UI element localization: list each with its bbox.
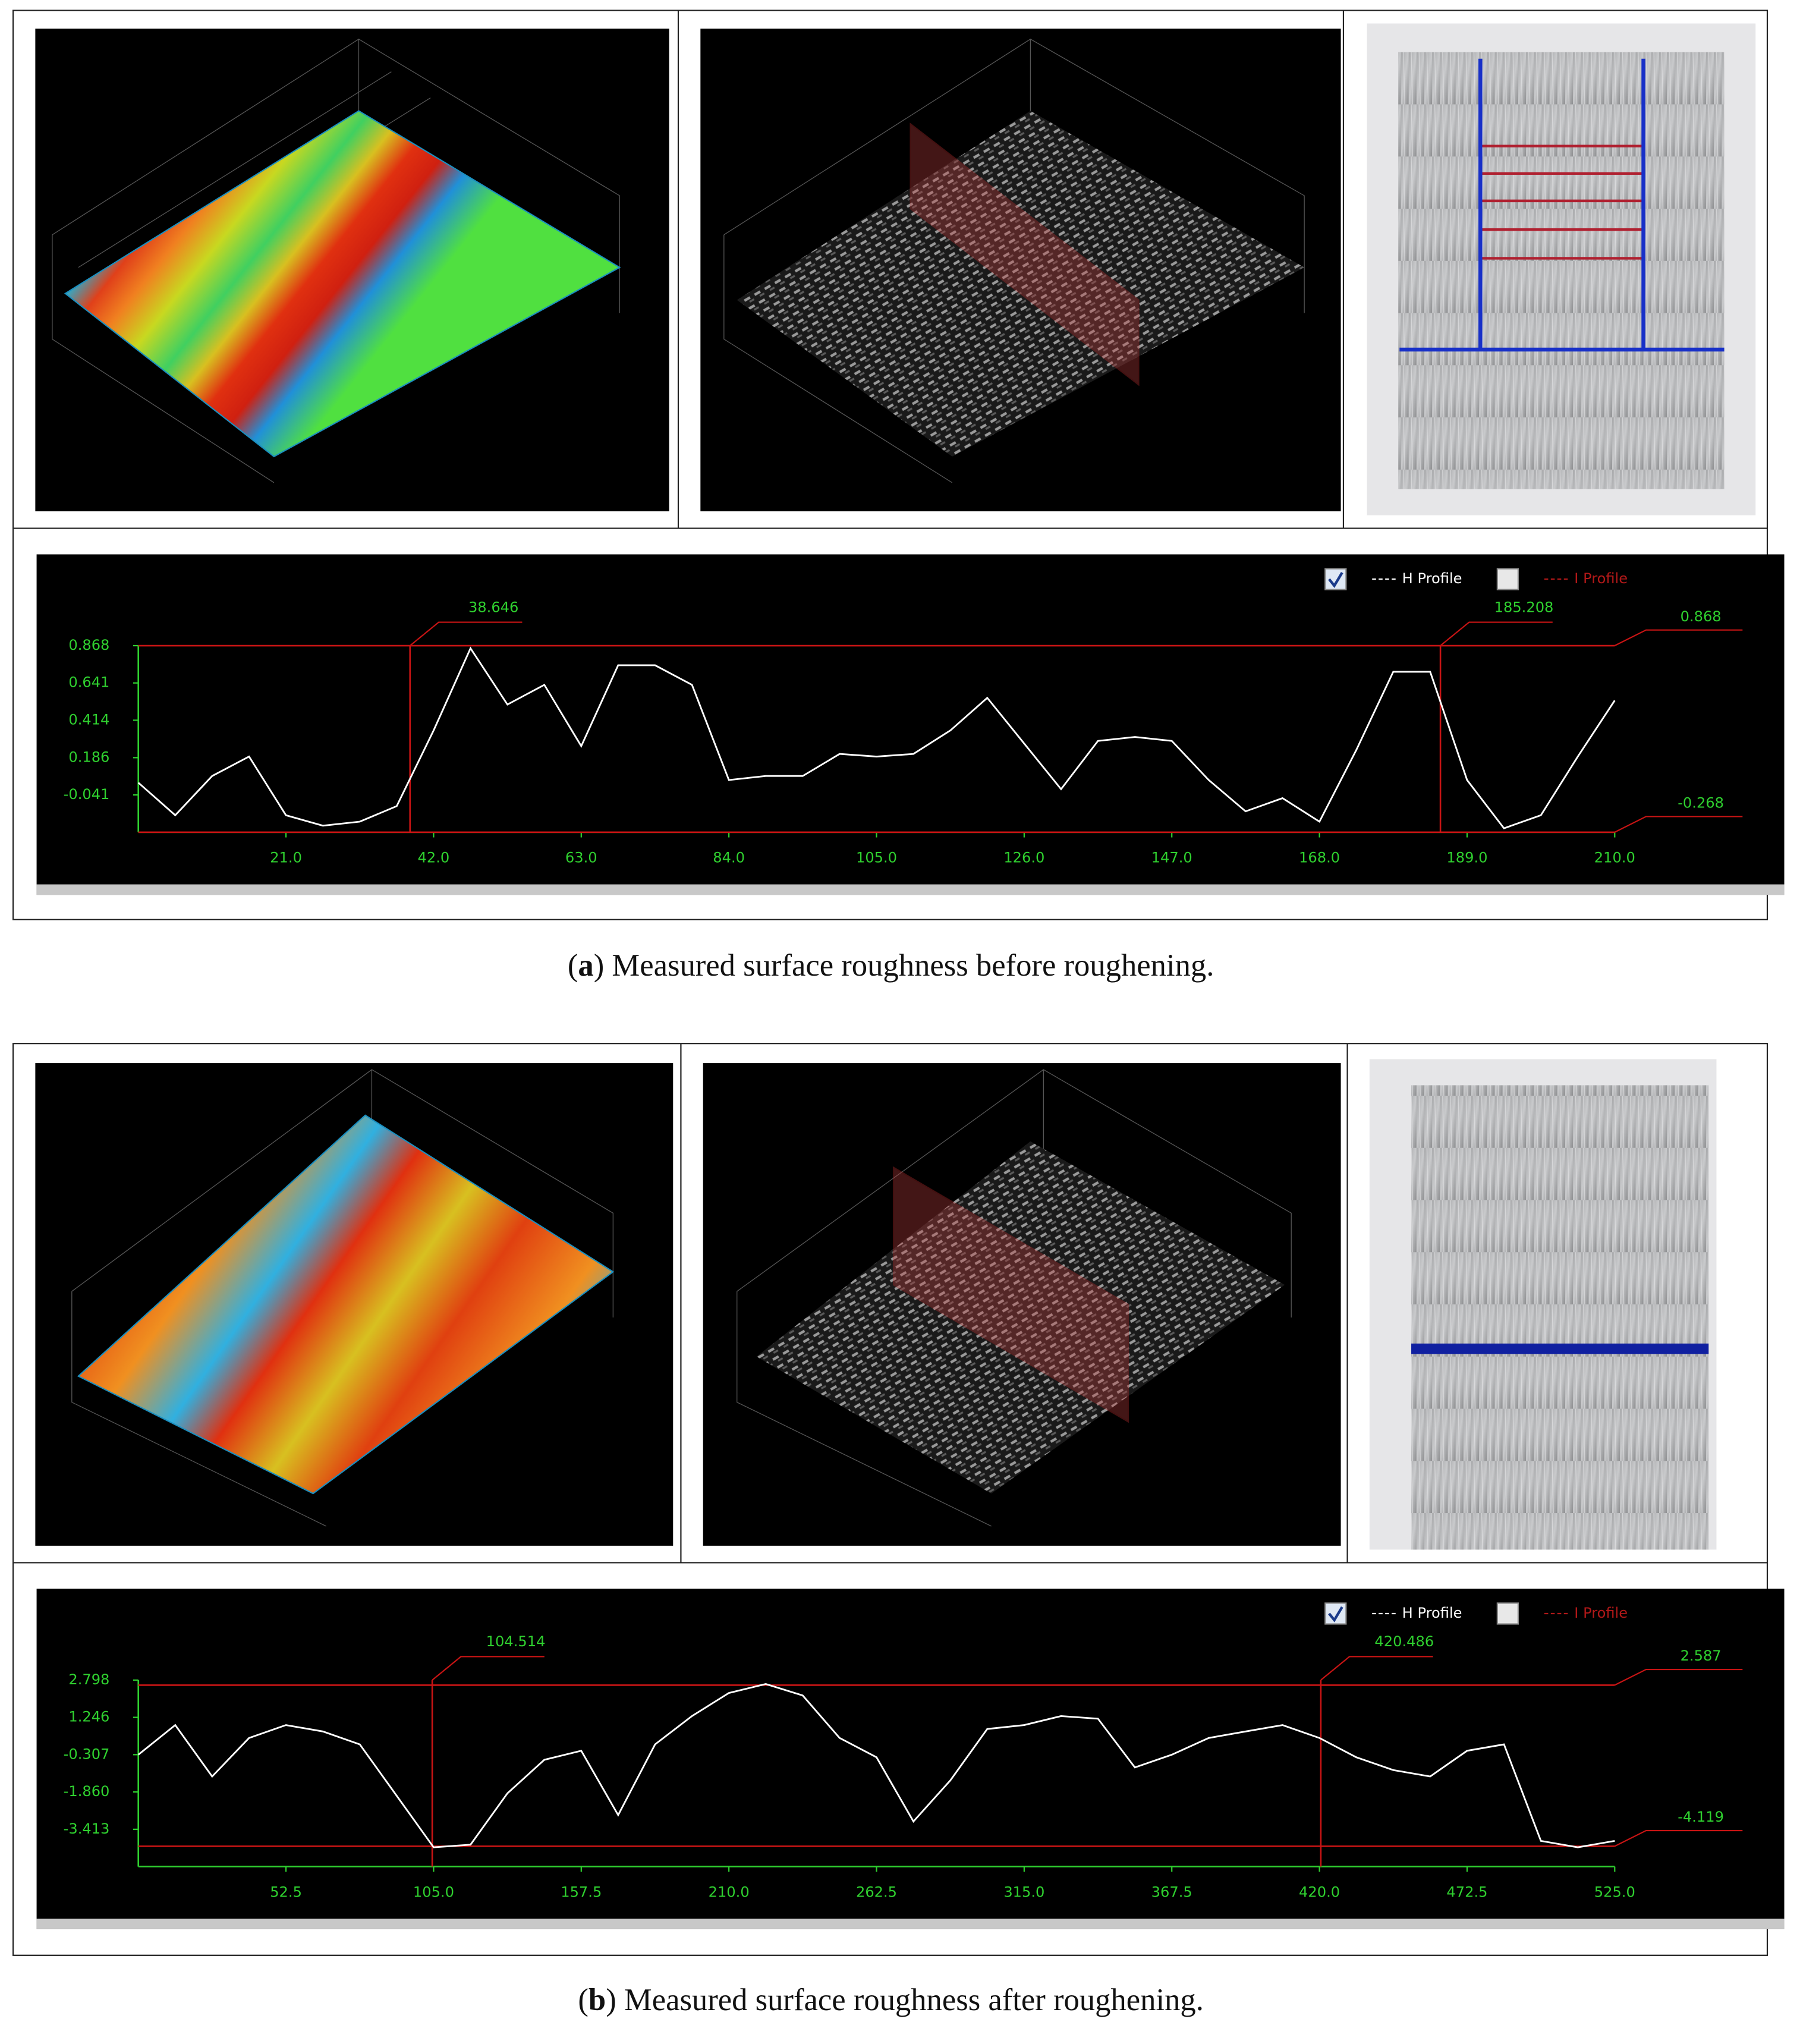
legend-checkbox[interactable] xyxy=(1496,568,1519,590)
x-tick-label: 210.0 xyxy=(1594,850,1635,866)
check-mark xyxy=(1328,1606,1343,1622)
y-tick-label: -0.307 xyxy=(64,1746,110,1762)
y-tick-label: 0.186 xyxy=(68,749,109,765)
x-tick-label: 147.0 xyxy=(1151,850,1192,866)
cursor-leader xyxy=(1614,1668,1743,1686)
profile-line xyxy=(137,1683,1615,1848)
legend-label: I Profile xyxy=(1574,570,1628,587)
caption: (a) Measured surface roughness before ro… xyxy=(568,948,1214,983)
cursor-leader xyxy=(432,1656,545,1681)
profile-line xyxy=(137,646,1616,829)
sample-photo xyxy=(1367,23,1756,515)
surface-3d-color xyxy=(35,29,669,512)
x-tick-label: 262.5 xyxy=(856,1883,897,1900)
y-tick-label: -0.041 xyxy=(64,786,110,803)
x-tick-label: 157.5 xyxy=(561,1883,602,1900)
y-tick-label: 0.414 xyxy=(68,711,109,728)
x-tick-label: 52.5 xyxy=(270,1883,302,1900)
surface-3d-gray xyxy=(703,1063,1341,1546)
legend-checkbox[interactable] xyxy=(1324,1602,1347,1625)
caption-open: ( xyxy=(568,948,578,983)
cursor-label: -0.268 xyxy=(1678,795,1724,812)
x-tick-label: 21.0 xyxy=(270,850,302,866)
cursor-label: 38.646 xyxy=(468,599,518,615)
status-strip xyxy=(36,884,1785,895)
legend-label: H Profile xyxy=(1402,1605,1462,1621)
chart-background xyxy=(36,554,1785,895)
cursor-leader xyxy=(1614,816,1743,833)
x-tick-label: 105.0 xyxy=(413,1883,454,1900)
y-tick-label: -3.413 xyxy=(64,1820,110,1837)
caption-open: ( xyxy=(578,1983,589,2017)
legend-checkbox[interactable] xyxy=(1324,568,1347,590)
legend-label: I Profile xyxy=(1574,1605,1628,1621)
x-tick-label: 63.0 xyxy=(565,850,597,866)
caption-text: ) Measured surface roughness before roug… xyxy=(594,948,1214,983)
legend-checkbox[interactable] xyxy=(1496,1602,1519,1625)
chart-background xyxy=(36,1589,1785,1929)
legend-label: H Profile xyxy=(1402,570,1462,587)
cursor-label: 0.868 xyxy=(1681,608,1722,625)
x-tick-label: 42.0 xyxy=(418,850,450,866)
y-tick-label: 2.798 xyxy=(68,1671,109,1688)
cursor-leader xyxy=(1614,629,1743,647)
panel-frame xyxy=(12,10,1768,920)
check-mark xyxy=(1328,572,1343,588)
profile-chart: 2.798 1.246 -0.307 -1.860 -3.413 52.5 105.0 157… xyxy=(36,1589,1785,1929)
x-tick-label: 525.0 xyxy=(1594,1883,1635,1900)
surface-3d-color xyxy=(35,1063,674,1546)
x-tick-label: 168.0 xyxy=(1299,850,1340,866)
cursor-leader xyxy=(1440,621,1553,646)
panel-frame xyxy=(12,1043,1768,1956)
cursor-label: 104.514 xyxy=(486,1633,546,1650)
caption: (b) Measured surface roughness after rou… xyxy=(578,1983,1203,2017)
x-tick-label: 105.0 xyxy=(856,850,897,866)
x-tick-label: 210.0 xyxy=(709,1883,750,1900)
x-tick-label: 189.0 xyxy=(1446,850,1487,866)
x-tick-label: 367.5 xyxy=(1151,1883,1192,1900)
caption-label: b xyxy=(589,1983,606,2017)
cursor-label: 420.486 xyxy=(1374,1633,1434,1650)
sample-photo xyxy=(1369,1059,1717,1550)
x-tick-label: 126.0 xyxy=(1003,850,1044,866)
x-tick-label: 472.5 xyxy=(1446,1883,1487,1900)
cursor-leader xyxy=(410,621,523,646)
cursor-label: -4.119 xyxy=(1678,1809,1724,1825)
y-tick-label: 0.868 xyxy=(68,637,109,653)
cursor-label: 2.587 xyxy=(1681,1647,1722,1664)
x-tick-label: 84.0 xyxy=(713,850,745,866)
profile-chart: 0.868 0.641 0.414 0.186 -0.041 21.0 42.0 63.0 84… xyxy=(36,554,1785,895)
x-tick-label: 315.0 xyxy=(1003,1883,1044,1900)
cursor-leader xyxy=(1320,1656,1433,1681)
caption-text: ) Measured surface roughness after rough… xyxy=(606,1983,1204,2017)
y-tick-label: 1.246 xyxy=(68,1709,109,1725)
cursor-label: 185.208 xyxy=(1494,599,1554,615)
y-tick-label: -1.860 xyxy=(64,1783,110,1800)
caption-label: a xyxy=(578,948,593,983)
surface-3d-gray xyxy=(700,29,1341,512)
y-tick-label: 0.641 xyxy=(68,674,109,691)
x-tick-label: 420.0 xyxy=(1299,1883,1340,1900)
status-strip xyxy=(36,1919,1785,1929)
cursor-leader xyxy=(1614,1829,1743,1847)
